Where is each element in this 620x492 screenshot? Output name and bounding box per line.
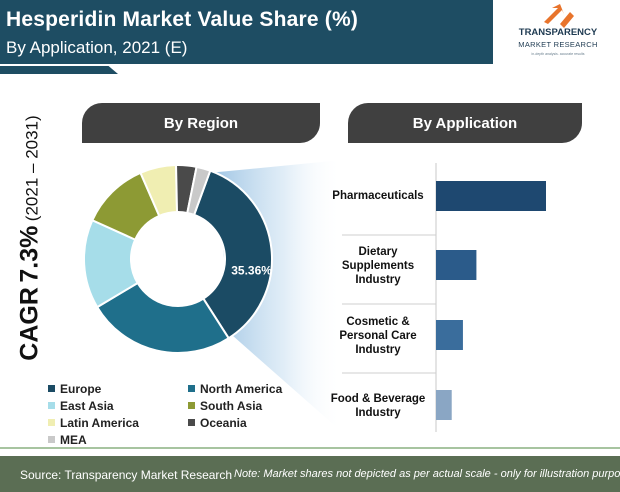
application-bar-chart: [436, 181, 546, 420]
footer-bar: Source: Transparency Market Research Not…: [0, 456, 620, 492]
app-label-line: Pharmaceuticals: [332, 190, 424, 202]
logo-subname: MARKET RESEARCH: [518, 40, 598, 49]
donut-data-label: 35.36%: [231, 264, 272, 278]
logo-tagline: in-depth analysis. accurate results: [531, 52, 585, 56]
legend-item-north-america: North America: [188, 382, 282, 396]
app-label-dietary-supplements: Dietary Supplements Industry: [322, 245, 434, 287]
chart-title: Hesperidin Market Value Share (%): [6, 8, 359, 31]
legend-label: Latin America: [60, 416, 139, 430]
legend-item-east-asia: East Asia: [48, 399, 114, 413]
legend-label: Europe: [60, 382, 102, 396]
legend-item-latin-america: Latin America: [48, 416, 139, 430]
app-label-line: Industry: [355, 344, 401, 356]
app-label-line: Food & Beverage: [330, 393, 426, 405]
app-label-line: Cosmetic &: [346, 316, 410, 328]
legend-label: MEA: [60, 433, 87, 447]
donut-slice-europe: [192, 169, 273, 340]
app-label-line: Industry: [355, 274, 401, 286]
logo-arrow-icon: [544, 4, 574, 28]
logo-name: TRANSPARENCY: [518, 27, 598, 38]
region-donut-chart: 35.36%: [83, 163, 273, 354]
legend-swatch: [188, 419, 195, 426]
title-accent-strip: [0, 66, 118, 74]
tab-by-application: By Application: [348, 103, 582, 143]
app-label-line: Dietary: [358, 246, 398, 258]
scale-disclaimer: Note: Market shares not depicted as per …: [234, 468, 620, 480]
legend-swatch: [48, 402, 55, 409]
app-label-cosmetic-personal-care: Cosmetic & Personal Care Industry: [322, 315, 434, 357]
app-label-food-beverage: Food & Beverage Industry: [322, 392, 434, 420]
donut-slice-north-america: [95, 281, 231, 354]
title-banner: Hesperidin Market Value Share (%) By App…: [0, 0, 493, 64]
legend-item-europe: Europe: [48, 382, 101, 396]
bar-dietary: [436, 250, 477, 280]
chart-subtitle: By Application, 2021 (E): [6, 38, 188, 57]
donut-slice-mea: [186, 165, 212, 217]
legend-item-oceania: Oceania: [188, 416, 247, 430]
tab-by-region: By Region: [82, 103, 320, 143]
legend-swatch: [48, 419, 55, 426]
footer-divider: [0, 447, 620, 449]
bar-pharmaceuticals: [436, 181, 546, 211]
app-label-line: Personal Care: [339, 330, 417, 342]
legend-swatch: [188, 385, 195, 392]
chart-canvas: 35.36%: [83, 160, 546, 432]
bar-cosmetic: [436, 320, 463, 350]
legend-label: South Asia: [200, 399, 263, 413]
app-label-line: Industry: [355, 407, 401, 419]
legend-label: Oceania: [200, 416, 247, 430]
legend-item-mea: MEA: [48, 433, 87, 447]
legend-label: North America: [200, 382, 283, 396]
app-label-line: Supplements: [341, 260, 415, 272]
bar-food-beverage: [436, 390, 452, 420]
legend-swatch: [48, 436, 55, 443]
legend-label: East Asia: [60, 399, 114, 413]
legend-item-south-asia: South Asia: [188, 399, 262, 413]
app-label-pharmaceuticals: Pharmaceuticals: [322, 189, 434, 203]
source-note: Source: Transparency Market Research: [20, 468, 233, 482]
company-logo: TRANSPARENCY MARKET RESEARCH in-depth an…: [500, 4, 616, 66]
legend-swatch: [48, 385, 55, 392]
legend-swatch: [188, 402, 195, 409]
